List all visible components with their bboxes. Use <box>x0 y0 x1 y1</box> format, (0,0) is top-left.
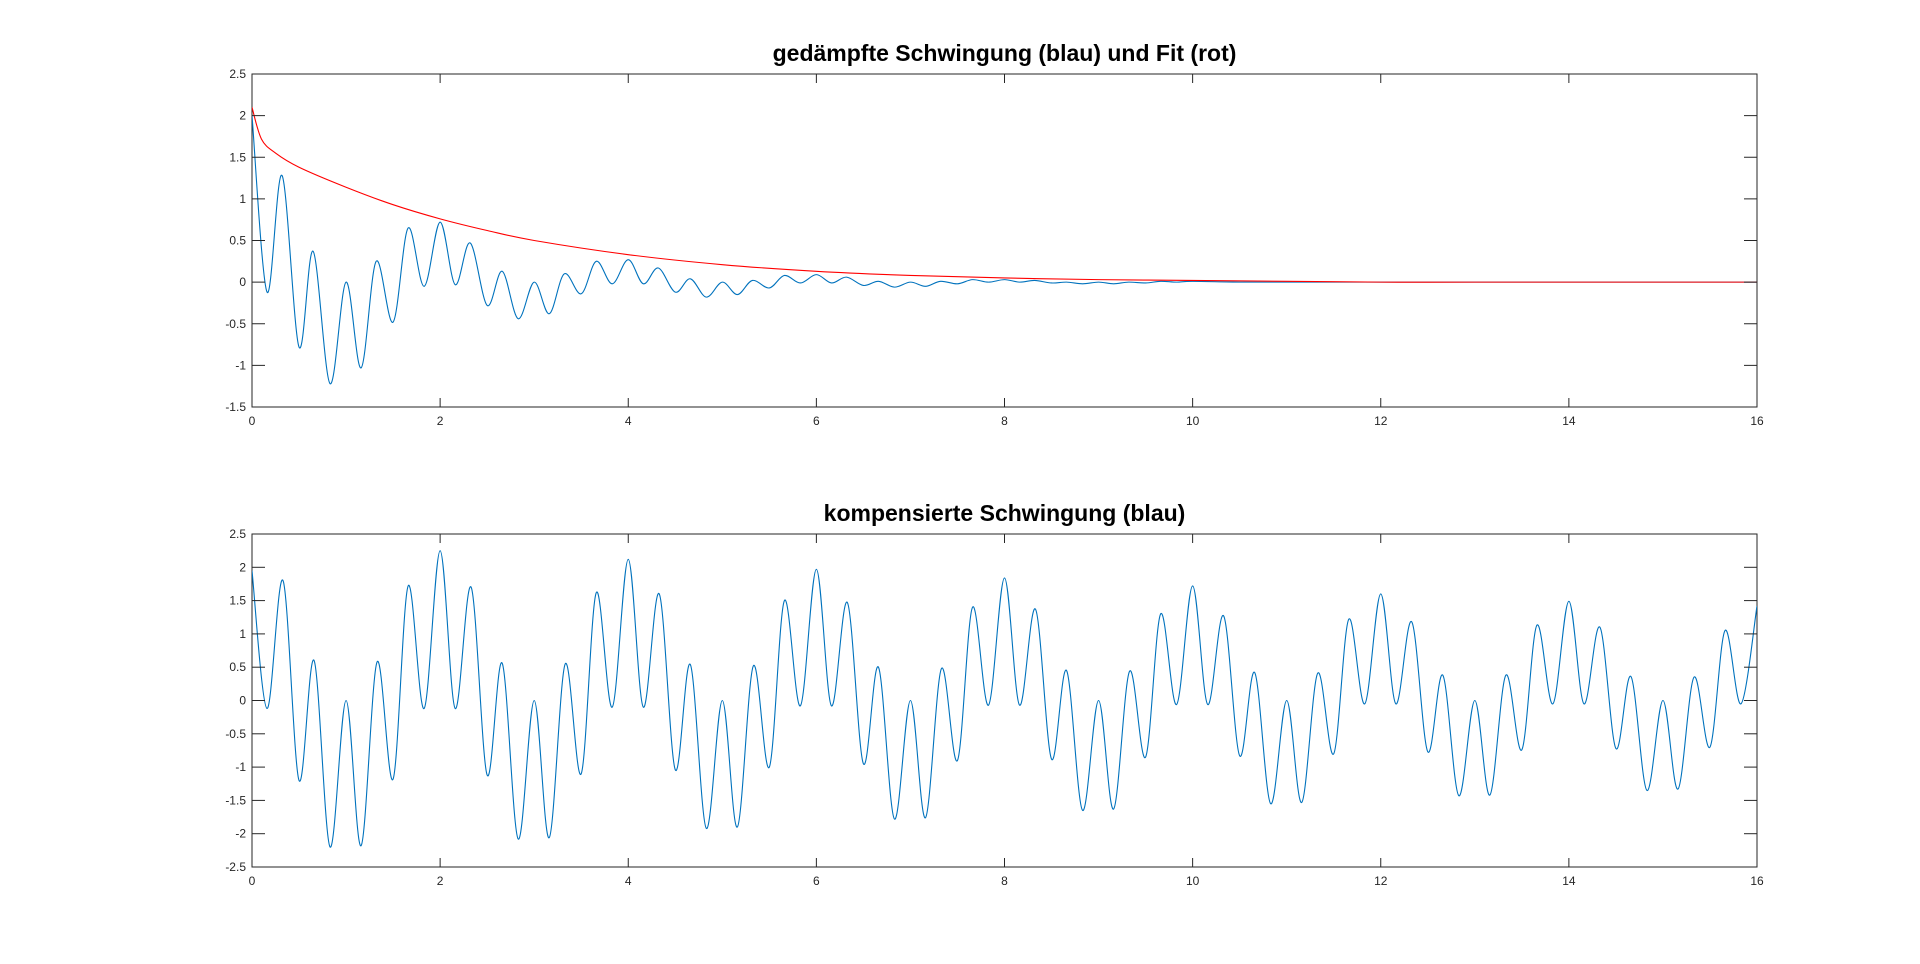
y-tick-label: 2 <box>239 109 246 123</box>
compensated-oscillation-plot: 0 2 4 6 8 10 12 14 16 -2.5 -2 -1.5 -1 -0.5 0 0.5 1 1.5 2 2.… <box>225 500 1764 888</box>
y-tick-label: 0 <box>239 694 246 708</box>
y-tick-label: -1 <box>235 760 246 774</box>
y-tick-label: 2.5 <box>229 67 246 81</box>
x-tick-label: 14 <box>1562 874 1576 888</box>
series-line-1 <box>252 107 1757 283</box>
y-tick-label: -1 <box>235 358 246 372</box>
x-tick-label: 2 <box>437 414 444 428</box>
axes-box <box>251 533 1758 868</box>
x-tick-label: 6 <box>813 414 820 428</box>
x-tick-label: 16 <box>1750 414 1764 428</box>
x-tick-label: 2 <box>437 874 444 888</box>
axes-box <box>251 73 1758 408</box>
series-group <box>252 550 1757 848</box>
series-line-0 <box>252 550 1757 848</box>
x-tick-label: 10 <box>1186 414 1200 428</box>
y-tick-label: -1.5 <box>225 793 246 807</box>
x-tick-label: 10 <box>1186 874 1200 888</box>
x-tick-label: 14 <box>1562 414 1576 428</box>
y-tick-label: 1.5 <box>229 594 246 608</box>
y-tick-label: -0.5 <box>225 317 246 331</box>
series-group <box>252 107 1757 385</box>
x-tick-label: 8 <box>1001 874 1008 888</box>
y-tick-label: -2 <box>235 827 246 841</box>
x-tick-label: 4 <box>625 414 632 428</box>
y-tick-label: 2.5 <box>229 527 246 541</box>
y-tick-label: 1.5 <box>229 150 246 164</box>
y-tick-label: 2 <box>239 560 246 574</box>
x-tick-label: 16 <box>1750 874 1764 888</box>
chart-title: kompensierte Schwingung (blau) <box>824 500 1186 526</box>
y-tick-label: -1.5 <box>225 400 246 414</box>
x-tick-label: 0 <box>249 414 256 428</box>
chart-title: gedämpfte Schwingung (blau) und Fit (rot… <box>773 40 1237 66</box>
y-tick-label: 0.5 <box>229 660 246 674</box>
x-tick-label: 12 <box>1374 874 1388 888</box>
x-tick-label: 6 <box>813 874 820 888</box>
y-tick-label: 1 <box>239 627 246 641</box>
y-tick-label: -2.5 <box>225 860 246 874</box>
y-tick-label: 0 <box>239 275 246 289</box>
x-tick-label: 8 <box>1001 414 1008 428</box>
y-tick-label: 1 <box>239 192 246 206</box>
x-tick-label: 4 <box>625 874 632 888</box>
x-tick-label: 12 <box>1374 414 1388 428</box>
y-tick-label: 0.5 <box>229 234 246 248</box>
y-tick-label: -0.5 <box>225 727 246 741</box>
x-tick-label: 0 <box>249 874 256 888</box>
damped-oscillation-plot: 0 2 4 6 8 10 12 14 16 -1.5 -1 -0.5 0 0.5 1 1.5 2 2.5 gedäm… <box>225 40 1764 428</box>
series-line-0 <box>252 115 1757 385</box>
